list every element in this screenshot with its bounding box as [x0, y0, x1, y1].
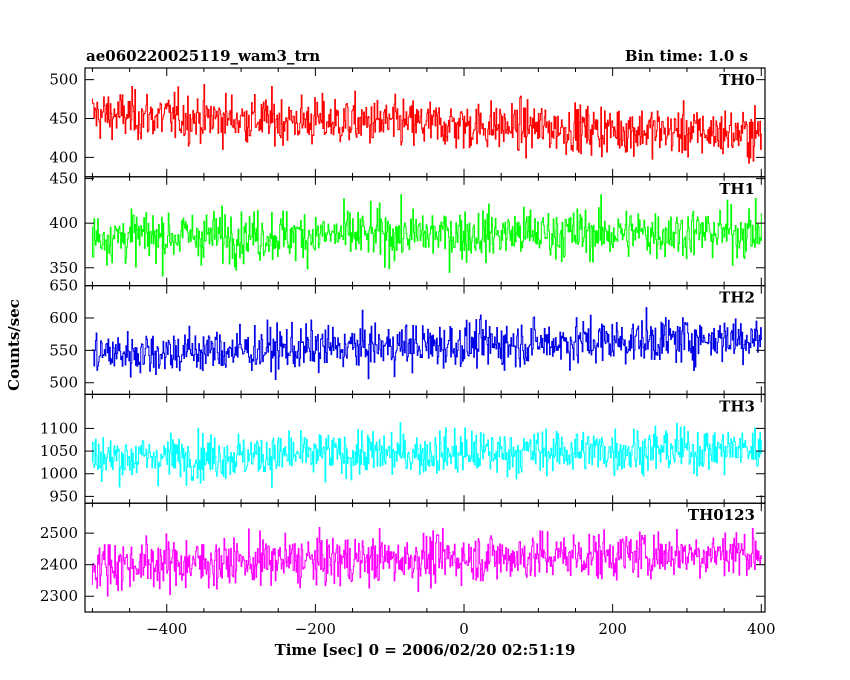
- panel-frame-th0123: [84, 502, 766, 613]
- y-tick-label: 2300: [40, 587, 78, 605]
- series-line-th0: [91, 83, 763, 164]
- chart-title-left: ae060220025119_wam3_trn: [86, 47, 320, 65]
- y-tick-label: 500: [49, 374, 78, 392]
- y-tick-label: 950: [49, 487, 78, 505]
- y-tick-label: 2400: [40, 556, 78, 574]
- series-line-th2: [91, 307, 763, 381]
- series-line-th0123: [91, 527, 763, 597]
- x-tick-label: 400: [747, 620, 776, 638]
- y-tick-label: 500: [49, 71, 78, 89]
- panel-label-th0123: TH0123: [688, 506, 755, 524]
- y-tick-label: 600: [49, 309, 78, 327]
- x-axis-label: Time [sec] 0 = 2006/02/20 02:51:19: [275, 641, 576, 659]
- y-tick-label: 550: [49, 341, 78, 359]
- y-tick-label: 400: [49, 214, 78, 232]
- chart-title-right: Bin time: 1.0 s: [625, 47, 748, 65]
- x-tick-label: −200: [295, 620, 336, 638]
- y-tick-label: 450: [49, 170, 78, 188]
- panels-group: TH0 400 450 500 TH1 350 400 450 TH2 500 550 600 650 T…: [40, 67, 776, 638]
- y-tick-label: 450: [49, 110, 78, 128]
- x-tick-label: 0: [459, 620, 469, 638]
- y-axis-label: Counts/sec: [5, 299, 23, 391]
- panel-label-th1: TH1: [719, 180, 755, 198]
- series-line-th3: [91, 422, 763, 488]
- y-tick-label: 1050: [40, 442, 78, 460]
- panel-label-th3: TH3: [719, 397, 755, 415]
- y-tick-label: 400: [49, 148, 78, 166]
- y-tick-label: 1100: [40, 419, 78, 437]
- panel-label-th2: TH2: [719, 289, 755, 307]
- y-tick-label: 650: [49, 277, 78, 295]
- x-tick-label: 200: [598, 620, 627, 638]
- series-line-th1: [91, 194, 763, 277]
- x-tick-label: −400: [146, 620, 187, 638]
- panel-label-th0: TH0: [719, 71, 755, 89]
- y-tick-label: 1000: [40, 465, 78, 483]
- y-tick-label: 2500: [40, 524, 78, 542]
- y-tick-label: 350: [49, 259, 78, 277]
